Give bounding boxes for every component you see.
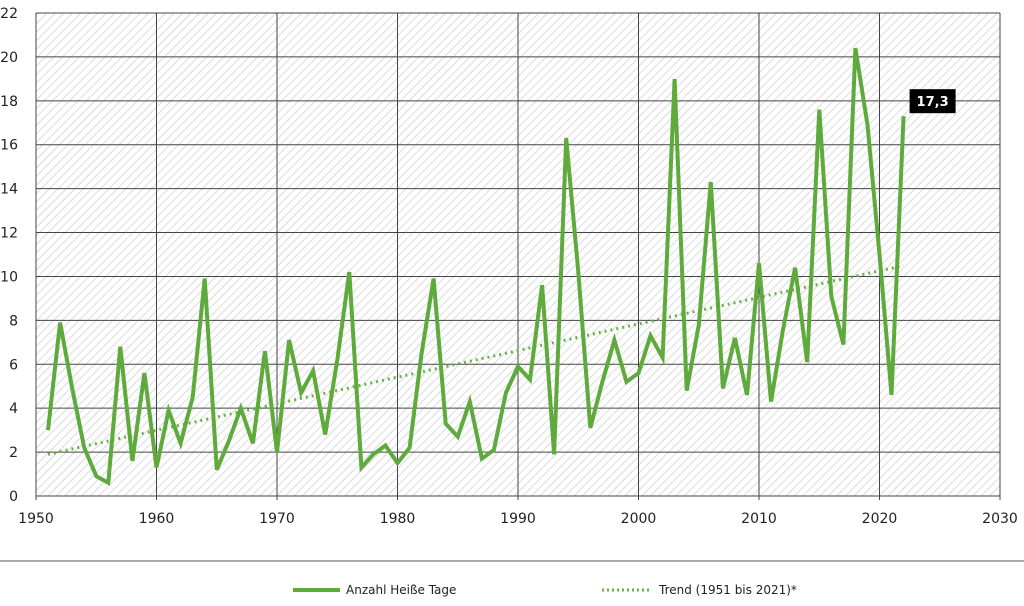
trend-line bbox=[47, 264, 904, 456]
legend-series-label: Anzahl Heiße Tage bbox=[346, 583, 456, 597]
x-tick-label: 1960 bbox=[139, 511, 175, 527]
x-tick-label: 1970 bbox=[259, 511, 295, 527]
legend-trend-label: Trend (1951 bis 2021)* bbox=[658, 583, 797, 597]
y-tick-label: 14 bbox=[0, 182, 18, 198]
y-tick-label: 12 bbox=[0, 226, 18, 242]
y-tick-label: 18 bbox=[0, 94, 18, 110]
y-tick-label: 8 bbox=[9, 313, 18, 329]
grid bbox=[35, 12, 1001, 497]
y-tick-label: 2 bbox=[9, 445, 18, 461]
y-tick-label: 6 bbox=[9, 357, 18, 373]
y-axis-ticks: 0 2 4 6 8 10 12 14 16 18 20 22 bbox=[0, 6, 18, 505]
heat-days-line bbox=[46, 47, 906, 487]
x-tick-label: 2010 bbox=[741, 511, 777, 527]
x-tick-label: 1980 bbox=[380, 511, 416, 527]
y-tick-label: 22 bbox=[0, 6, 18, 22]
legend: Anzahl Heiße Tage Trend (1951 bis 2021)* bbox=[293, 583, 797, 597]
value-callout: 17,3 bbox=[909, 89, 956, 114]
x-tick-label: 1950 bbox=[18, 511, 54, 527]
callout-box bbox=[909, 89, 956, 114]
y-tick-label: 0 bbox=[9, 489, 18, 505]
y-tick-label: 16 bbox=[0, 138, 18, 154]
x-tick-label: 2020 bbox=[862, 511, 898, 527]
x-tick-label: 2000 bbox=[621, 511, 657, 527]
y-tick-label: 20 bbox=[0, 50, 18, 66]
y-tick-label: 4 bbox=[9, 401, 18, 417]
series-layer bbox=[46, 47, 906, 487]
callout-label: 17,3 bbox=[917, 95, 949, 110]
x-axis-ticks: 1950 1960 1970 1980 1990 2000 2010 2020 2030 bbox=[18, 496, 1018, 527]
y-tick-label: 10 bbox=[0, 269, 18, 285]
x-tick-label: 2030 bbox=[982, 511, 1018, 527]
x-tick-label: 1990 bbox=[500, 511, 536, 527]
